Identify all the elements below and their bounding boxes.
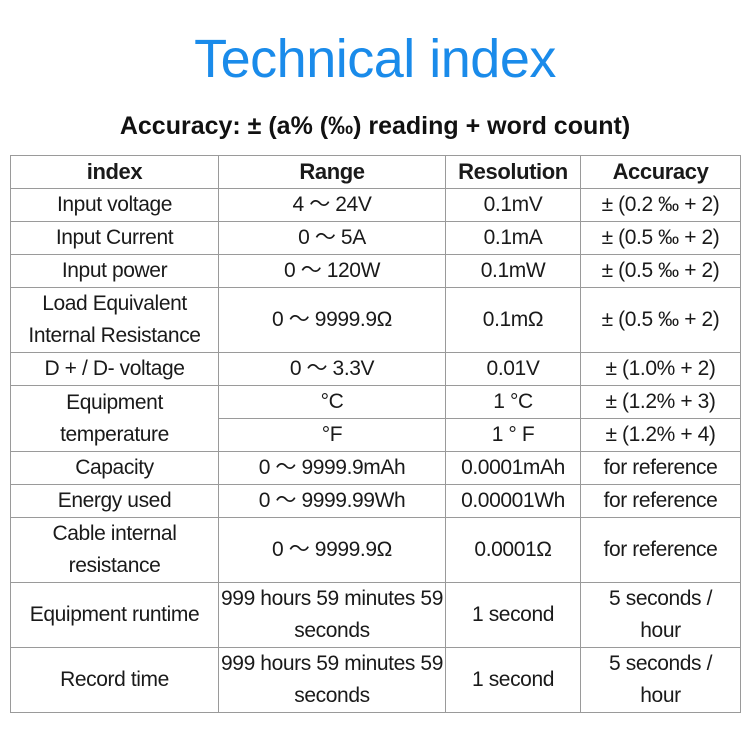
cell-resolution: 0.1mΩ bbox=[445, 287, 581, 353]
cell-index: Equipment temperature bbox=[10, 385, 219, 452]
cell-range: 0 ～ 9999.9Ω bbox=[218, 517, 446, 583]
table-row: D + / D- voltage 0 ～ 3.3V 0.01V ± (1.0% … bbox=[10, 352, 741, 386]
cell-resolution: 1 second bbox=[445, 582, 581, 648]
cell-accuracy: for reference bbox=[580, 517, 741, 583]
cell-index: Input Current bbox=[10, 221, 219, 255]
table-row: Equipment runtime 999 hours 59 minutes 5… bbox=[10, 582, 741, 648]
table-row: Energy used 0 ～ 9999.99Wh 0.00001Wh for … bbox=[10, 484, 741, 518]
accuracy-subtitle: Accuracy: ± (a% (‰) reading + word count… bbox=[119, 112, 631, 140]
cell-accuracy: ± (0.2 ‰ + 2) bbox=[580, 188, 741, 222]
cell-range: 0 ～ 9999.9Ω bbox=[218, 287, 446, 353]
table-row: °F 1 ° F ± (1.2% + 4) bbox=[11, 418, 741, 452]
table-row: Input voltage 4 ～ 24V 0.1mV ± (0.2 ‰ + 2… bbox=[10, 188, 741, 222]
page-title: Technical index bbox=[194, 29, 556, 89]
table-row: Input power 0 ～ 120W 0.1mW ± (0.5 ‰ + 2) bbox=[10, 254, 741, 288]
cell-resolution: 0.1mW bbox=[445, 254, 581, 288]
cell-range: °C bbox=[218, 385, 446, 419]
cell-resolution: 1 second bbox=[445, 647, 581, 713]
table-row: Record time 999 hours 59 minutes 59 seco… bbox=[10, 647, 741, 713]
cell-index: Load Equivalent Internal Resistance bbox=[10, 287, 219, 353]
cell-accuracy: ± (0.5 ‰ + 2) bbox=[580, 221, 741, 255]
table-header-row: index Range Resolution Accuracy bbox=[10, 155, 741, 189]
cell-resolution: 1 °C bbox=[445, 385, 581, 419]
cell-range: 999 hours 59 minutes 59 seconds bbox=[218, 582, 446, 648]
cell-accuracy: ± (1.0% + 2) bbox=[580, 352, 741, 386]
table-row: Capacity 0 ～ 9999.9mAh 0.0001mAh for ref… bbox=[10, 451, 741, 485]
cell-index: Equipment runtime bbox=[10, 582, 219, 648]
cell-resolution: 0.0001mAh bbox=[445, 451, 581, 485]
cell-accuracy: ± (1.2% + 3) bbox=[580, 385, 741, 419]
cell-resolution: 0.1mA bbox=[445, 221, 581, 255]
header-index: index bbox=[10, 155, 219, 189]
cell-range: 999 hours 59 minutes 59 seconds bbox=[218, 647, 446, 713]
table-row: Input Current 0 ～ 5A 0.1mA ± (0.5 ‰ + 2) bbox=[10, 221, 741, 255]
cell-index: D + / D- voltage bbox=[10, 352, 219, 386]
cell-accuracy: for reference bbox=[580, 484, 741, 518]
cell-range: °F bbox=[218, 418, 446, 452]
cell-index: Energy used bbox=[10, 484, 219, 518]
cell-index: Cable internal resistance bbox=[10, 517, 219, 583]
cell-resolution: 0.01V bbox=[445, 352, 581, 386]
cell-resolution: 0.00001Wh bbox=[445, 484, 581, 518]
cell-range: 0 ～ 120W bbox=[218, 254, 446, 288]
cell-index: Input voltage bbox=[10, 188, 219, 222]
cell-accuracy: ± (0.5 ‰ + 2) bbox=[580, 254, 741, 288]
cell-accuracy: ± (1.2% + 4) bbox=[580, 418, 741, 452]
cell-range: 0 ～ 9999.9mAh bbox=[218, 451, 446, 485]
cell-accuracy: for reference bbox=[580, 451, 741, 485]
cell-accuracy: ± (0.5 ‰ + 2) bbox=[580, 287, 741, 353]
table-row: Equipment temperature °C 1 °C ± (1.2% + … bbox=[10, 385, 741, 452]
cell-range: 0 ～ 9999.99Wh bbox=[218, 484, 446, 518]
table-row: Cable internal resistance 0 ～ 9999.9Ω 0.… bbox=[10, 517, 741, 583]
table-row: Load Equivalent Internal Resistance 0 ～ … bbox=[10, 287, 741, 353]
cell-index: Record time bbox=[10, 647, 219, 713]
header-accuracy: Accuracy bbox=[580, 155, 741, 189]
technical-index-table: index Range Resolution Accuracy Input vo… bbox=[10, 155, 741, 713]
cell-resolution: 0.1mV bbox=[445, 188, 581, 222]
cell-range: 0 ～ 5A bbox=[218, 221, 446, 255]
cell-range: 4 ～ 24V bbox=[218, 188, 446, 222]
cell-accuracy: 5 seconds / hour bbox=[580, 647, 741, 713]
cell-resolution: 1 ° F bbox=[445, 418, 581, 452]
cell-resolution: 0.0001Ω bbox=[445, 517, 581, 583]
cell-accuracy: 5 seconds / hour bbox=[580, 582, 741, 648]
cell-range: 0 ～ 3.3V bbox=[218, 352, 446, 386]
header-range: Range bbox=[218, 155, 446, 189]
cell-index: Capacity bbox=[10, 451, 219, 485]
header-resolution: Resolution bbox=[445, 155, 581, 189]
cell-index: Input power bbox=[10, 254, 219, 288]
